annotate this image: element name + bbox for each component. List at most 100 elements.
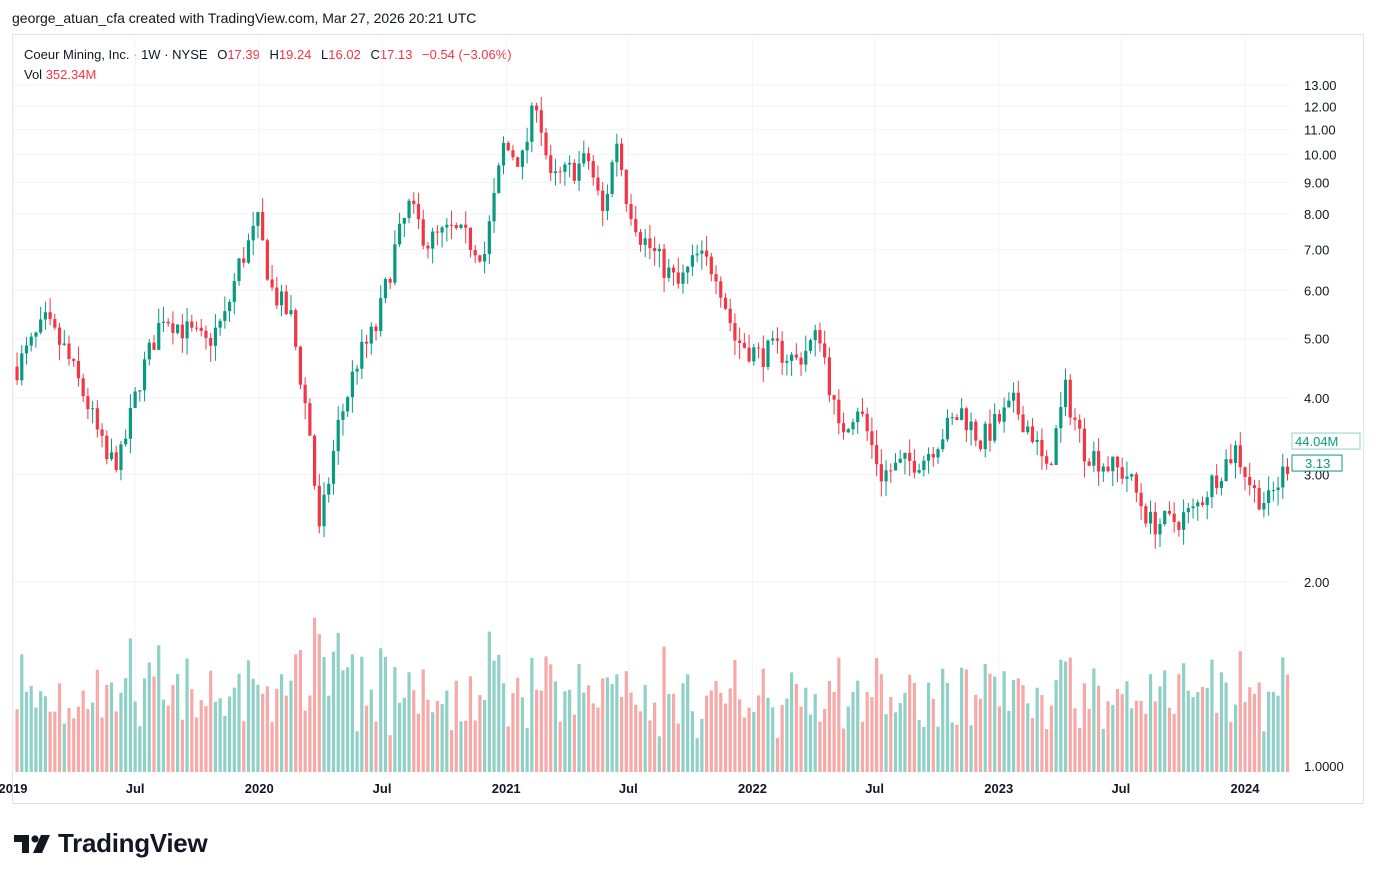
price-tick-label: 13.00 xyxy=(1304,78,1337,93)
candle-body xyxy=(407,200,411,219)
tradingview-logo[interactable]: TradingView xyxy=(14,828,208,859)
interval-label[interactable]: 1W xyxy=(141,47,161,62)
candle-body xyxy=(624,169,628,205)
candle-body xyxy=(629,204,633,220)
time-tick-label: Jul xyxy=(126,781,145,796)
candle-body xyxy=(898,458,902,463)
candle-body xyxy=(1120,467,1124,479)
candle-body xyxy=(1078,419,1082,429)
volume-bar xyxy=(1177,674,1181,772)
volume-bar xyxy=(605,677,610,772)
candle-body xyxy=(908,452,912,461)
candle-body xyxy=(841,423,846,433)
volume-bar xyxy=(1101,728,1105,772)
close-value: 17.13 xyxy=(379,47,413,62)
volume-bar xyxy=(983,664,987,772)
candle-body xyxy=(563,164,567,172)
volume-bar xyxy=(124,678,128,772)
volume-bar xyxy=(393,667,397,772)
volume-bar xyxy=(1078,728,1082,772)
candle-body xyxy=(865,413,869,432)
candle-body xyxy=(445,224,449,228)
volume-bar xyxy=(62,723,66,772)
volume-bar xyxy=(416,713,421,772)
candle-body xyxy=(166,321,170,324)
candle-body xyxy=(350,371,354,398)
volume-bar xyxy=(624,671,628,772)
volume-bar xyxy=(1229,721,1233,772)
candle-body xyxy=(100,429,104,436)
volume-bar xyxy=(426,699,430,772)
candle-body xyxy=(232,281,236,302)
time-axis: 2019 Jul 2020 Jul 2021 Jul 2022 Jul 2023 Jul 2024 xyxy=(0,781,1260,796)
volume-bar xyxy=(1262,731,1266,772)
candle-body xyxy=(1139,492,1143,507)
candle-body xyxy=(591,161,595,178)
volume-bar xyxy=(945,682,950,772)
volume-bar xyxy=(1082,683,1087,772)
volume-bar xyxy=(1063,661,1068,772)
volume-bar xyxy=(1040,695,1044,772)
candle-body xyxy=(870,431,874,446)
volume-bar xyxy=(246,660,251,772)
candle-body xyxy=(1054,428,1058,465)
candle-body xyxy=(1186,508,1190,513)
volume-bar xyxy=(747,707,751,772)
candle-body xyxy=(1068,379,1072,418)
volume-bar xyxy=(1163,670,1167,772)
candle-body xyxy=(775,338,780,341)
candle-body xyxy=(194,327,199,329)
candle-body xyxy=(256,212,260,226)
volume-bar xyxy=(922,726,926,772)
volume-bar xyxy=(346,667,350,772)
volume-bar xyxy=(464,720,468,772)
volume-bar xyxy=(1238,651,1242,772)
volume-bar xyxy=(213,701,218,772)
candle-body xyxy=(506,142,510,151)
volume-bar xyxy=(152,676,156,772)
volume-bar xyxy=(176,674,180,772)
candle-body xyxy=(86,396,90,410)
volume-bar xyxy=(610,684,614,772)
candle-body xyxy=(941,439,945,450)
volume-bar xyxy=(379,648,383,772)
volume-bar xyxy=(1096,685,1101,772)
tradingview-logo-text: TradingView xyxy=(58,828,208,858)
volume-bar xyxy=(563,691,567,772)
volume-bar xyxy=(709,690,713,772)
candle-body xyxy=(29,336,33,346)
volume-bar xyxy=(950,722,954,772)
time-tick-label: 2020 xyxy=(245,781,274,796)
volume-bar xyxy=(969,725,973,772)
candle-body xyxy=(133,391,137,408)
candle-body xyxy=(1148,511,1153,524)
candle-body xyxy=(1210,475,1214,498)
volume-bar xyxy=(383,656,388,772)
candle-body xyxy=(227,301,232,312)
candle-body xyxy=(572,162,576,181)
volume-bar xyxy=(1281,657,1285,772)
volume-bar xyxy=(1285,674,1290,772)
candle-body xyxy=(1153,511,1157,535)
volume-bar xyxy=(209,670,213,772)
symbol-name[interactable]: Coeur Mining, Inc. xyxy=(24,47,130,62)
candle-body xyxy=(912,460,916,473)
volume-bar xyxy=(591,703,595,772)
tradingview-logo-icon xyxy=(14,834,50,853)
volume-bar xyxy=(275,688,279,772)
volume-bar xyxy=(846,706,850,772)
volume-bar xyxy=(1167,707,1172,772)
candle-body xyxy=(1059,407,1063,429)
candle-body xyxy=(1106,466,1110,472)
candle-body xyxy=(926,453,931,461)
candle-body xyxy=(1200,502,1205,506)
volume-bar xyxy=(912,682,916,772)
candle-body xyxy=(218,320,222,328)
candle-body xyxy=(1267,490,1271,504)
candle-body xyxy=(856,411,860,423)
candle-body xyxy=(771,338,775,341)
candle-body xyxy=(511,150,515,158)
candle-body xyxy=(171,323,175,333)
low-value: 16.02 xyxy=(328,47,361,62)
